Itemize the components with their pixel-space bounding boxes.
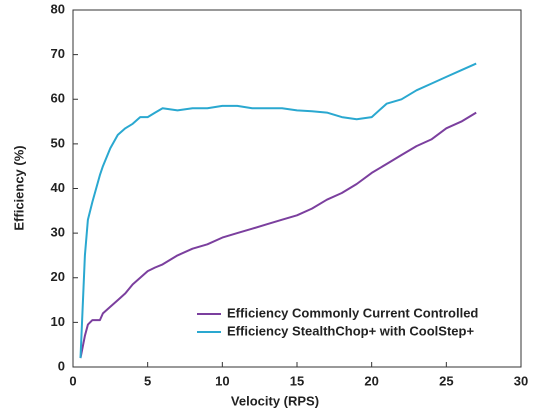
y-tick-label: 40 xyxy=(51,180,65,195)
y-tick-label: 70 xyxy=(51,46,65,61)
series-line xyxy=(79,62,477,359)
x-tick-label: 5 xyxy=(144,373,151,388)
x-tick-label: 30 xyxy=(514,373,528,388)
x-tick-label: 10 xyxy=(215,373,229,388)
y-tick-label: 20 xyxy=(51,269,65,284)
y-tick-label: 60 xyxy=(51,91,65,106)
y-tick-label: 0 xyxy=(58,358,65,373)
y-tick-label: 30 xyxy=(51,225,65,240)
series-line xyxy=(79,111,477,359)
y-tick-label: 10 xyxy=(51,314,65,329)
legend-label: Efficiency StealthChop+ with CoolStep+ xyxy=(227,323,474,338)
legend-label: Efficiency Commonly Current Controlled xyxy=(227,305,478,320)
y-tick-label: 80 xyxy=(51,1,65,16)
x-tick-label: 20 xyxy=(364,373,378,388)
y-tick-label: 50 xyxy=(51,135,65,150)
y-axis-label: Efficiency (%) xyxy=(11,145,26,230)
x-tick-label: 0 xyxy=(69,373,76,388)
x-axis-label: Velocity (RPS) xyxy=(231,393,319,408)
x-tick-label: 25 xyxy=(439,373,453,388)
x-tick-label: 15 xyxy=(290,373,304,388)
